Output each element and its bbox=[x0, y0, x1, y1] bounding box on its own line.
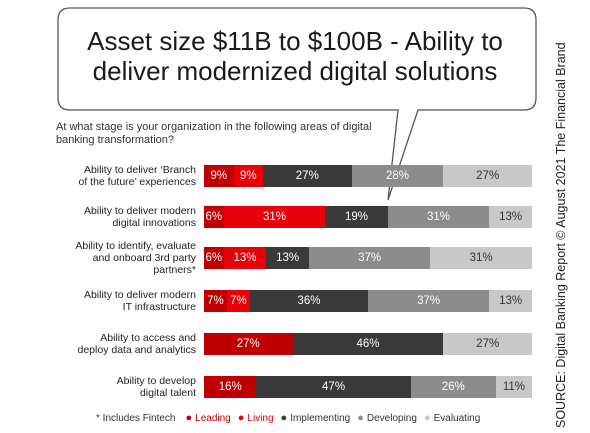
legend-dot-icon: ● bbox=[280, 412, 288, 424]
bar-segment-leading: 16% bbox=[204, 376, 257, 398]
bar-segment-implementing: 19% bbox=[325, 206, 388, 228]
legend-label: Implementing bbox=[290, 412, 351, 424]
row-label: Ability to develop digital talent bbox=[116, 375, 196, 399]
stacked-bar: 6% 13% 13% 37% 31% bbox=[204, 247, 532, 269]
bar-segment-leading: 27% bbox=[204, 333, 293, 355]
footnote: * Includes Fintech bbox=[96, 412, 176, 424]
bar-segment-evaluating: 13% bbox=[489, 290, 532, 312]
bar-segment-evaluating: 27% bbox=[443, 165, 532, 187]
bar-segment-developing: 26% bbox=[410, 376, 496, 398]
stacked-bar: 16% 47% 26% 11% bbox=[204, 376, 532, 398]
bar-segment-leading: 6% bbox=[204, 247, 224, 269]
bar-segment-leading: 9% bbox=[204, 165, 234, 187]
bar-segment-developing: 37% bbox=[367, 290, 490, 312]
bar-segment-implementing: 46% bbox=[292, 333, 444, 355]
legend: * Includes Fintech ● Leading ● Living ● Imple… bbox=[96, 412, 480, 424]
bar-segment-developing: 37% bbox=[308, 247, 431, 269]
legend-dot-icon: ● bbox=[185, 412, 193, 424]
legend-dot-icon: ● bbox=[423, 412, 431, 424]
legend-item: ● Implementing bbox=[281, 412, 351, 424]
bar-segment-implementing: 27% bbox=[263, 165, 352, 187]
chart-title: Asset size $11B to $100B - Ability to de… bbox=[87, 26, 503, 86]
legend-label: Developing bbox=[366, 412, 417, 424]
bar-segment-implementing: 13% bbox=[266, 247, 309, 269]
stacked-bar: 9% 9% 27% 28% 27% bbox=[204, 165, 532, 187]
legend-dot-icon: ● bbox=[237, 412, 245, 424]
bar-segment-living: 31% bbox=[223, 206, 326, 228]
legend-label: Evaluating bbox=[433, 412, 481, 424]
bar-segment-implementing: 47% bbox=[256, 376, 411, 398]
legend-label: Leading bbox=[195, 412, 231, 424]
bar-segment-implementing: 36% bbox=[249, 290, 368, 312]
source-note: SOURCE: Digital Banking Report © August … bbox=[554, 42, 568, 428]
stacked-bar: 6% 31% 19% 31% 13% bbox=[204, 206, 532, 228]
row-label: Ability to identify, evaluate and onboar… bbox=[75, 240, 196, 276]
stacked-bar: 7% 7% 36% 37% 13% bbox=[204, 290, 532, 312]
bar-segment-developing: 31% bbox=[387, 206, 490, 228]
bar-segment-leading: 6% bbox=[204, 206, 224, 228]
bar-segment-developing: 28% bbox=[351, 165, 444, 187]
legend-item: ● Evaluating bbox=[424, 412, 480, 424]
bar-segment-evaluating: 11% bbox=[495, 376, 532, 398]
bar-segment-leading: 7% bbox=[204, 290, 227, 312]
bar-segment-evaluating: 27% bbox=[443, 333, 532, 355]
bar-segment-evaluating: 13% bbox=[489, 206, 532, 228]
legend-item: ● Developing bbox=[357, 412, 417, 424]
row-label: Ability to access and deploy data and an… bbox=[77, 332, 197, 356]
stacked-bar: 27% 46% 27% bbox=[204, 333, 532, 355]
bar-segment-living: 9% bbox=[233, 165, 264, 187]
legend-label: Living bbox=[247, 412, 274, 424]
row-label: Ability to deliver modern IT infrastruct… bbox=[83, 289, 196, 313]
bar-segment-evaluating: 31% bbox=[430, 247, 532, 269]
chart-subtitle: At what stage is your organization in th… bbox=[56, 121, 372, 146]
legend-dot-icon: ● bbox=[357, 412, 364, 424]
row-label: Ability to deliver ‘Branch of the future… bbox=[78, 164, 196, 188]
bar-segment-living: 7% bbox=[226, 290, 250, 312]
row-label: Ability to deliver modern digital innova… bbox=[83, 205, 196, 229]
bar-segment-living: 13% bbox=[223, 247, 267, 269]
legend-item: ● Leading bbox=[186, 412, 231, 424]
legend-item: ● Living bbox=[238, 412, 274, 424]
